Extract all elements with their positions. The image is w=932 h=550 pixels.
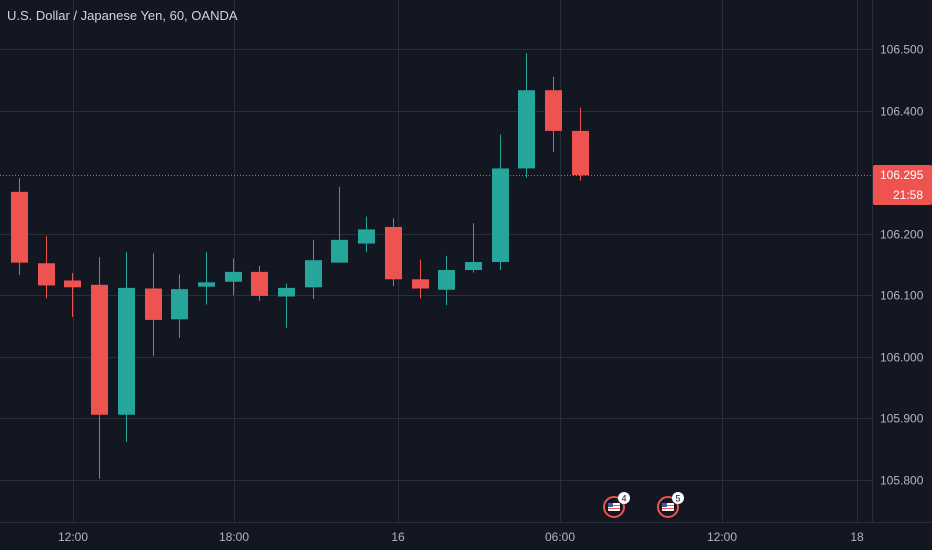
price-tick-label: 105.900: [880, 412, 924, 426]
candle-body: [572, 130, 589, 176]
time-tick-label: 12:00: [58, 530, 88, 544]
bearish-candle[interactable]: [251, 265, 268, 301]
bearish-candle[interactable]: [412, 259, 429, 299]
time-tick-label: 06:00: [545, 530, 575, 544]
event-count-badge: [672, 492, 684, 504]
event-count: 4: [621, 494, 626, 504]
bearish-candle[interactable]: [91, 257, 108, 479]
bearish-candle[interactable]: [145, 253, 162, 357]
candle-body: [64, 280, 81, 288]
bearish-candle[interactable]: [64, 273, 81, 317]
candle-body: [545, 90, 562, 131]
bullish-candle[interactable]: [225, 258, 242, 296]
candle-body: [412, 279, 429, 289]
economic-event-marker[interactable]: 5: [657, 492, 684, 518]
economic-event-marker[interactable]: 4: [603, 492, 630, 518]
candle-body: [38, 263, 55, 286]
bearish-candle[interactable]: [545, 76, 562, 152]
bullish-candle[interactable]: [198, 252, 215, 305]
price-axis[interactable]: 106.500 106.400 106.200 106.100 106.000 105.9…: [880, 43, 924, 488]
bullish-candle[interactable]: [465, 223, 482, 273]
candle-body: [305, 260, 322, 288]
grid-lines: [0, 0, 872, 522]
bearish-candle[interactable]: [385, 218, 402, 287]
bearish-candle[interactable]: [38, 236, 55, 299]
bullish-candle[interactable]: [171, 274, 188, 338]
candle-body: [278, 287, 295, 297]
price-tick-label: 106.000: [880, 351, 924, 365]
bullish-candle[interactable]: [358, 216, 375, 253]
bar-countdown: 21:58: [893, 188, 923, 202]
candle-body: [225, 271, 242, 282]
candle-body: [465, 262, 482, 271]
bullish-candle[interactable]: [278, 283, 295, 328]
candle-body: [331, 239, 348, 263]
candle-body: [492, 168, 509, 263]
bullish-candle[interactable]: [305, 239, 322, 299]
bullish-candle[interactable]: [518, 53, 535, 178]
candle-body: [518, 90, 535, 169]
time-tick-label: 16: [391, 530, 405, 544]
time-tick-label: 12:00: [707, 530, 737, 544]
bearish-candle[interactable]: [572, 107, 589, 181]
event-count: 5: [675, 494, 680, 504]
candle-body: [171, 289, 188, 320]
current-price-value: 106.295: [880, 168, 924, 182]
candle-body: [11, 191, 28, 263]
event-count-badge: [618, 492, 630, 504]
candle-body: [438, 270, 455, 290]
candle-body: [91, 284, 108, 415]
price-tick-label: 105.800: [880, 474, 924, 488]
bullish-candle[interactable]: [492, 134, 509, 271]
time-axis[interactable]: 12:00 18:00 16 06:00 12:00 18: [58, 530, 864, 544]
candle-body: [118, 287, 135, 415]
candle-body: [145, 288, 162, 320]
time-tick-label: 18: [850, 530, 864, 544]
candle-body: [251, 271, 268, 296]
chart-title: U.S. Dollar / Japanese Yen, 60, OANDA: [7, 8, 238, 23]
price-tick-label: 106.500: [880, 43, 924, 57]
current-price-label: 106.295 21:58: [873, 165, 932, 205]
price-tick-label: 106.200: [880, 228, 924, 242]
bullish-candle[interactable]: [438, 255, 455, 306]
candle-body: [198, 282, 215, 287]
candles[interactable]: [11, 53, 589, 479]
time-tick-label: 18:00: [219, 530, 249, 544]
price-tick-label: 106.100: [880, 289, 924, 303]
bullish-candle[interactable]: [118, 252, 135, 442]
bullish-candle[interactable]: [331, 186, 348, 263]
bearish-candle[interactable]: [11, 178, 28, 275]
candle-body: [385, 226, 402, 280]
price-tick-label: 106.400: [880, 105, 924, 119]
candle-body: [358, 229, 375, 244]
